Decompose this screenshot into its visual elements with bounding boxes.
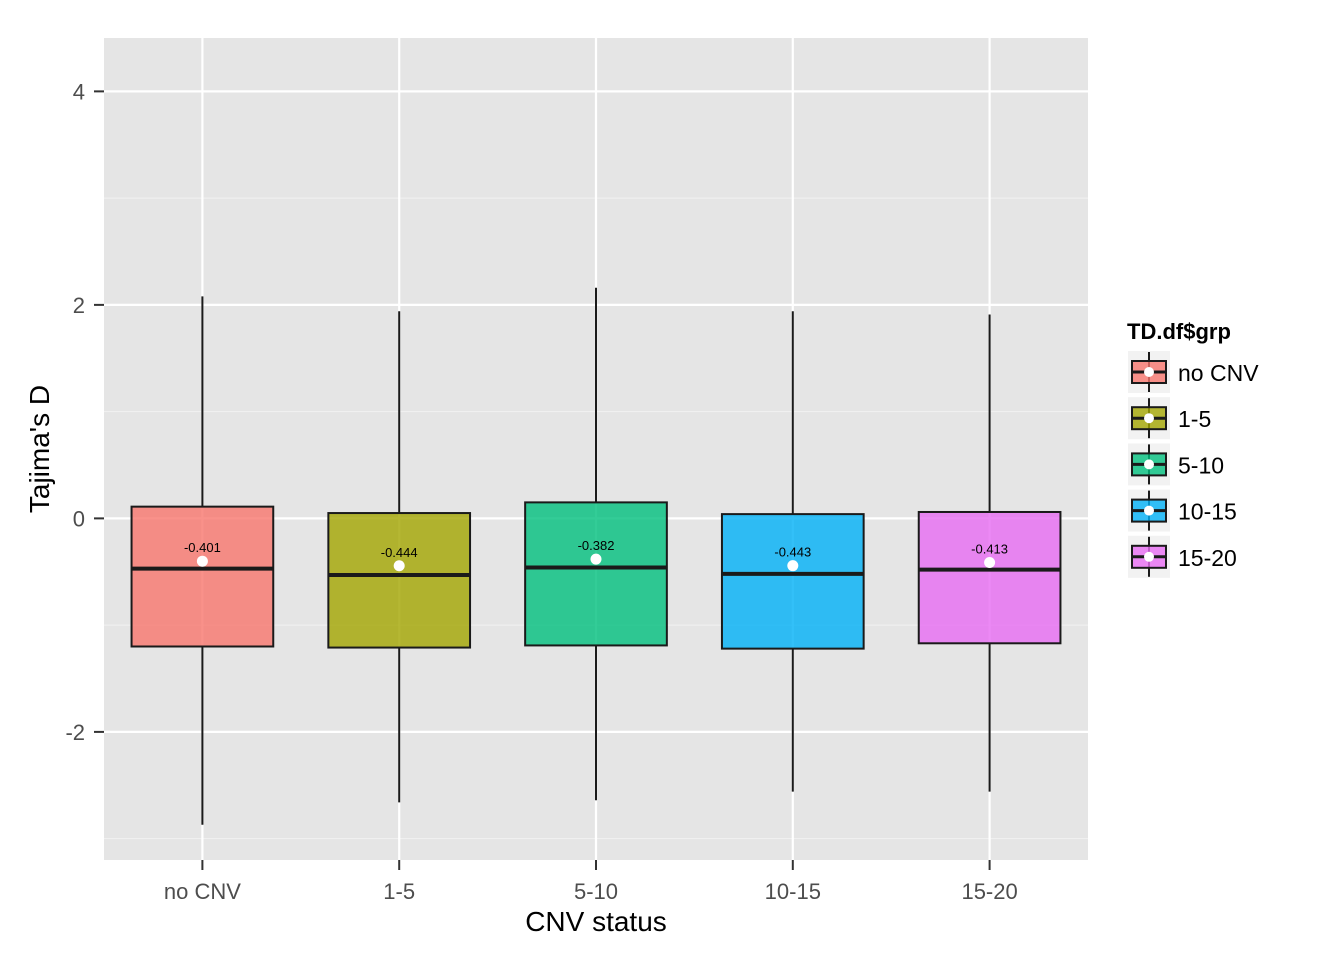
y-axis: -2 0 2 4 [65, 79, 104, 745]
mean-label: -0.401 [184, 540, 221, 555]
mean-point [787, 560, 799, 572]
y-tick-label: -2 [65, 720, 85, 745]
legend-label: 15-20 [1178, 545, 1237, 571]
mean-point [984, 556, 996, 568]
x-axis-title: CNV status [525, 906, 667, 937]
mean-point [196, 555, 208, 567]
legend-item-no CNV: no CNV [1126, 349, 1259, 395]
x-tick-label: 10-15 [765, 879, 821, 904]
x-tick-label: 15-20 [961, 879, 1017, 904]
legend-mean-point [1144, 413, 1154, 424]
mean-point [590, 553, 602, 565]
box-1-5: -0.444 [327, 311, 472, 803]
mean-label: -0.382 [578, 538, 615, 553]
legend-label: 10-15 [1178, 499, 1237, 525]
y-tick-label: 2 [73, 293, 85, 318]
x-tick-label: 5-10 [574, 879, 618, 904]
mean-label: -0.443 [774, 545, 811, 560]
box-10-15: -0.443 [720, 311, 865, 792]
legend-mean-point [1144, 367, 1154, 377]
legend-label: 5-10 [1178, 452, 1224, 478]
legend: TD.df$grp no CNV 1-5 5-10 10-15 15-20 [1126, 319, 1259, 580]
x-tick-label: 1-5 [383, 879, 415, 904]
legend-mean-point [1144, 551, 1154, 562]
mean-label: -0.413 [971, 541, 1008, 556]
box-body [917, 510, 1062, 645]
box-body [524, 501, 668, 647]
legend-item-15-20: 15-20 [1126, 533, 1237, 580]
legend-label: 1-5 [1178, 406, 1211, 432]
y-axis-title: Tajima's D [24, 385, 55, 513]
legend-item-10-15: 10-15 [1126, 487, 1237, 534]
legend-mean-point [1144, 459, 1154, 470]
box-5-10: -0.382 [524, 287, 668, 801]
y-tick-label: 4 [73, 79, 85, 104]
box-body [720, 513, 865, 650]
y-tick-label: 0 [73, 506, 85, 531]
box-no CNV: -0.401 [130, 296, 275, 825]
mean-label: -0.444 [381, 545, 418, 560]
box-body [327, 512, 472, 649]
mean-point [393, 560, 405, 572]
x-axis: no CNV 1-5 5-10 10-15 15-20 [164, 860, 1018, 904]
legend-item-1-5: 1-5 [1126, 395, 1211, 442]
legend-item-5-10: 5-10 [1126, 441, 1224, 488]
legend-title: TD.df$grp [1127, 319, 1231, 344]
legend-label: no CNV [1178, 360, 1259, 386]
box-15-20: -0.413 [917, 314, 1062, 792]
box-body [130, 505, 275, 648]
legend-mean-point [1144, 505, 1154, 516]
boxes: -0.401 -0.444 -0.382 -0.443 -0.413 [130, 287, 1062, 825]
x-tick-label: no CNV [164, 879, 241, 904]
